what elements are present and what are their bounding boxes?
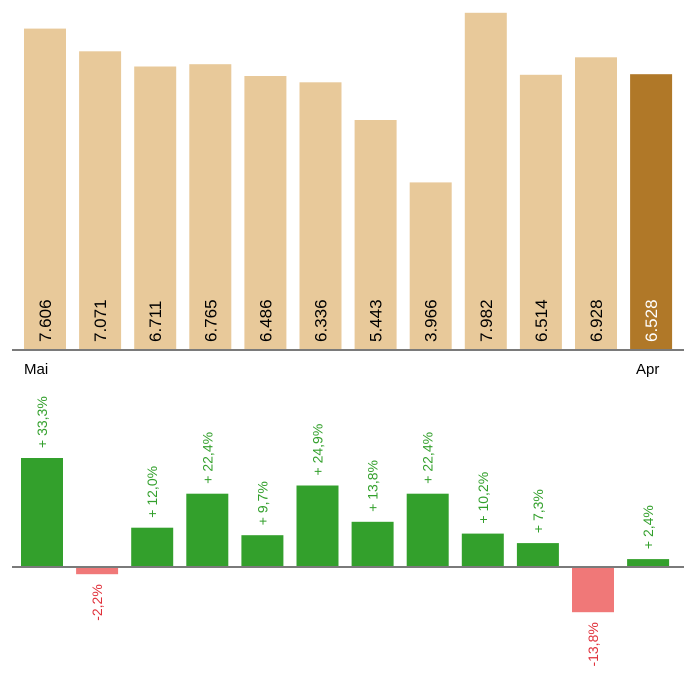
value-label: 6.514 [532, 299, 551, 342]
value-label: 6.336 [312, 299, 331, 342]
value-label: 7.982 [477, 299, 496, 342]
value-label: 5.443 [367, 299, 386, 342]
change-label: + 24,9% [310, 424, 326, 476]
change-bar [351, 521, 394, 567]
change-bar [186, 493, 229, 567]
change-label: + 13,8% [365, 460, 381, 512]
value-label: 6.711 [146, 301, 165, 342]
value-bar [575, 57, 617, 351]
change-bar [461, 533, 504, 567]
value-bar [409, 182, 452, 350]
change-bar [516, 543, 559, 567]
change-bar [241, 535, 284, 567]
value-bar [630, 74, 673, 350]
value-label: 3.966 [422, 299, 441, 342]
change-bar [21, 458, 63, 567]
value-bar [24, 28, 66, 350]
change-label: + 22,4% [199, 432, 215, 484]
first-month-label: Mai [24, 361, 48, 378]
change-label: + 10,2% [475, 472, 491, 524]
value-label: 7.606 [36, 299, 55, 342]
top-bar-group: 7.606 7.071 6.711 6.765 6.486 6.336 5.443 3.966… [24, 12, 673, 351]
change-bar-group: + 33,3% -2,2% + 12,0% + 22,4% + 9,7% + 24,9% +… [21, 396, 670, 667]
change-label: + 2,4% [640, 505, 656, 549]
value-bar [519, 74, 562, 351]
value-bar [244, 76, 287, 350]
change-bar [131, 527, 174, 567]
value-bar [299, 82, 342, 351]
change-bar [572, 567, 614, 613]
change-bar [296, 485, 339, 567]
change-label: -2,2% [89, 584, 105, 621]
change-label: + 7,3% [530, 489, 546, 533]
value-label: 6.765 [201, 299, 220, 342]
value-label: 6.528 [642, 299, 661, 342]
value-bar [189, 64, 232, 350]
value-label: 7.071 [91, 299, 110, 342]
change-bar [627, 559, 670, 567]
change-label: + 12,0% [144, 466, 160, 518]
change-label: + 33,3% [34, 396, 50, 448]
value-bar [464, 12, 507, 351]
change-label: + 9,7% [254, 481, 270, 525]
last-month-label: Apr [636, 361, 659, 378]
change-label: -13,8% [585, 622, 601, 666]
value-bar [134, 66, 177, 350]
change-label: + 22,4% [420, 432, 436, 484]
value-bar [79, 51, 122, 351]
change-bar [406, 493, 449, 567]
value-label: 6.486 [256, 299, 275, 342]
change-bar [76, 567, 119, 575]
value-label: 6.928 [587, 299, 606, 342]
value-bar [354, 120, 397, 350]
